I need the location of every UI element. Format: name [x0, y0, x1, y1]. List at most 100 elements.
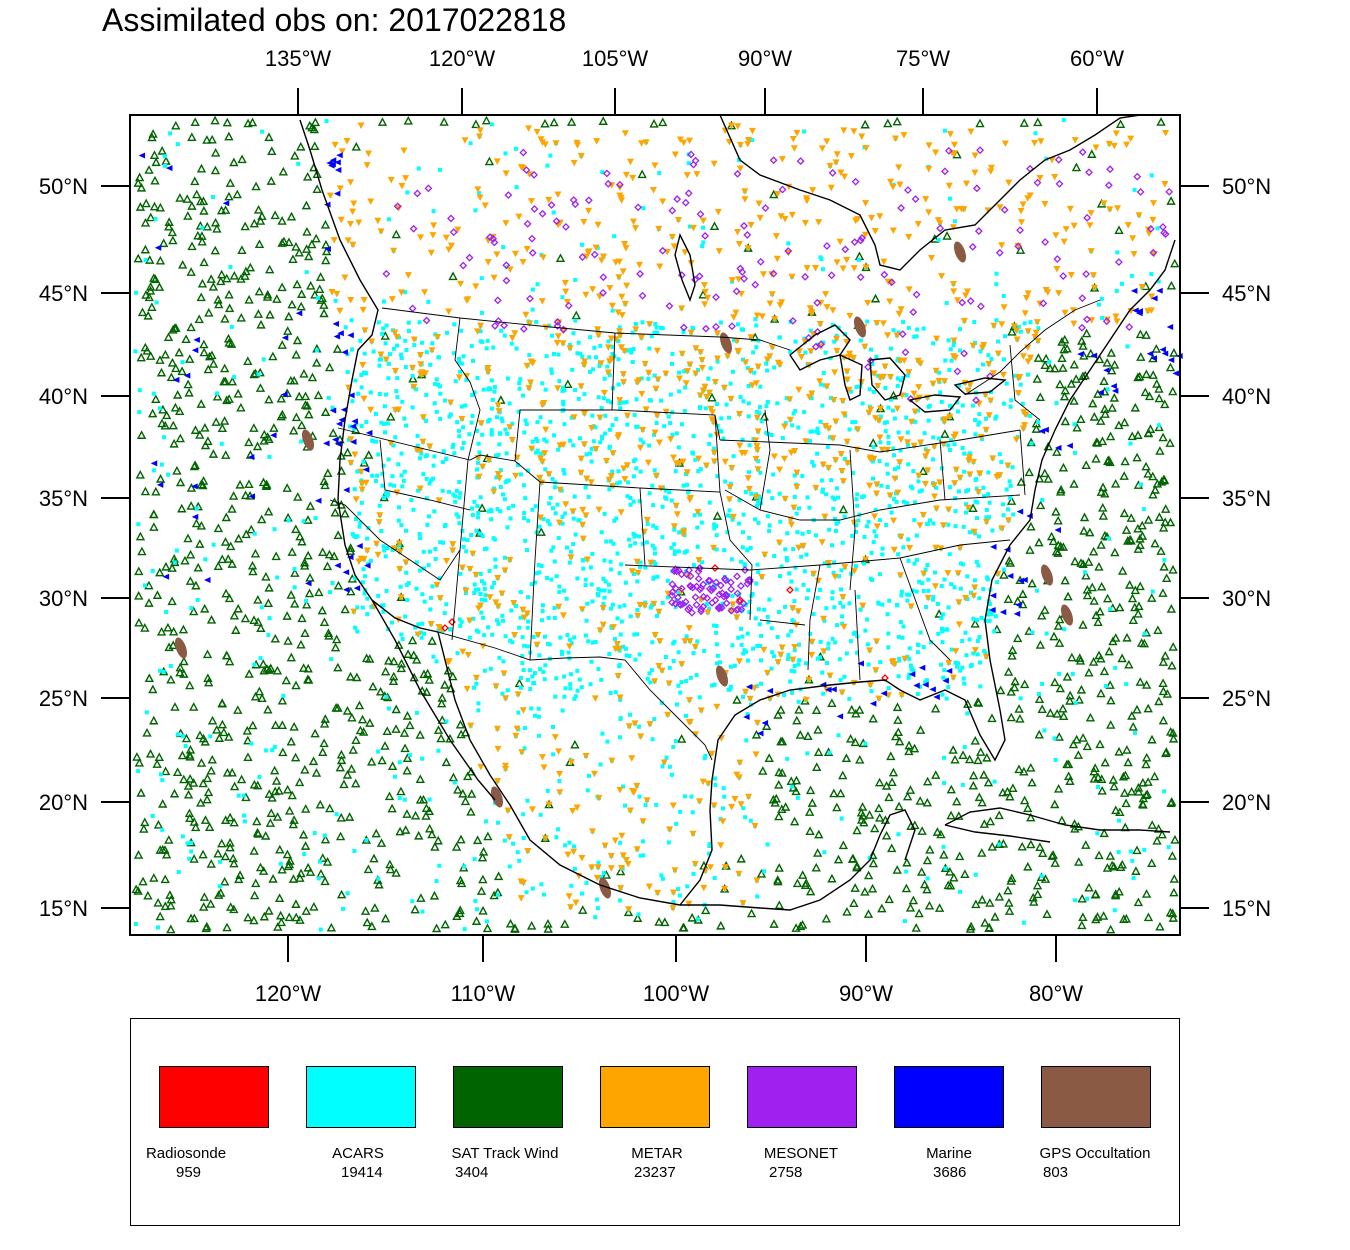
observation-marker — [816, 378, 824, 385]
observation-marker — [1168, 913, 1178, 922]
observation-marker — [990, 322, 998, 330]
observation-marker — [387, 352, 392, 357]
observation-marker — [371, 828, 381, 838]
observation-marker — [521, 516, 526, 521]
observation-marker — [481, 615, 486, 620]
observation-marker — [613, 640, 621, 648]
observation-marker — [895, 736, 905, 746]
observation-marker — [853, 530, 858, 535]
observation-marker — [829, 478, 834, 483]
observation-marker — [650, 640, 655, 645]
observation-marker — [709, 221, 720, 231]
observation-marker — [459, 328, 464, 333]
observation-marker — [240, 271, 250, 280]
observation-marker — [1127, 308, 1135, 315]
observation-marker — [625, 494, 630, 499]
observation-marker — [815, 656, 820, 661]
observation-marker — [591, 695, 599, 702]
observation-marker — [789, 816, 800, 826]
observation-marker — [384, 588, 389, 593]
observation-marker — [1022, 411, 1030, 419]
observation-marker — [582, 752, 590, 760]
observation-marker — [1143, 703, 1153, 713]
observation-marker — [721, 786, 726, 791]
observation-marker — [288, 874, 299, 883]
observation-marker — [892, 865, 902, 874]
observation-marker — [374, 217, 382, 225]
observation-marker — [596, 395, 601, 400]
observation-marker — [1077, 920, 1087, 930]
observation-marker — [261, 357, 266, 362]
observation-marker — [530, 307, 535, 312]
observation-marker — [483, 593, 488, 598]
observation-marker — [458, 491, 463, 496]
observation-marker — [973, 697, 983, 706]
observation-marker — [937, 436, 942, 441]
observation-marker — [427, 797, 432, 802]
observation-marker — [1019, 353, 1027, 360]
observation-marker — [1044, 631, 1049, 636]
observation-marker — [970, 403, 975, 408]
observation-marker — [414, 710, 419, 715]
observation-marker — [1081, 570, 1091, 580]
observation-marker — [457, 521, 462, 526]
observation-marker — [691, 434, 696, 439]
observation-marker — [906, 537, 911, 542]
observation-marker — [331, 141, 339, 149]
observation-marker — [257, 774, 262, 779]
observation-marker — [713, 703, 721, 711]
observation-marker — [248, 566, 258, 576]
observation-marker — [660, 764, 665, 769]
observation-marker — [650, 600, 658, 608]
observation-marker — [478, 905, 488, 915]
observation-marker — [255, 862, 266, 872]
observation-marker — [469, 533, 474, 538]
observation-marker — [335, 831, 346, 841]
observation-marker — [1128, 615, 1139, 625]
observation-marker — [527, 668, 532, 673]
observation-marker — [270, 210, 280, 220]
observation-marker — [1060, 416, 1071, 426]
observation-marker — [518, 749, 526, 756]
observation-marker — [450, 444, 455, 449]
observation-marker — [556, 352, 561, 357]
observation-marker — [445, 330, 450, 335]
observation-marker — [476, 629, 481, 634]
observation-marker — [1107, 365, 1117, 375]
observation-marker — [330, 237, 338, 244]
observation-marker — [973, 418, 978, 423]
observation-marker — [216, 888, 226, 897]
observation-marker — [841, 753, 852, 763]
observation-marker — [648, 398, 653, 403]
observation-marker — [740, 437, 745, 442]
observation-marker — [572, 899, 580, 907]
observation-marker — [194, 506, 199, 511]
observation-marker — [368, 681, 378, 691]
observation-marker — [568, 682, 573, 687]
observation-marker — [426, 299, 431, 304]
observation-marker — [872, 529, 877, 534]
observation-marker — [241, 529, 251, 539]
observation-marker — [504, 451, 509, 456]
observation-marker — [544, 354, 549, 359]
observation-marker — [983, 416, 988, 421]
observation-marker — [270, 786, 280, 796]
observation-marker — [1100, 404, 1110, 413]
observation-marker — [626, 807, 634, 815]
observation-marker — [747, 470, 752, 475]
observation-marker — [330, 507, 340, 517]
observation-marker — [455, 420, 460, 425]
observation-marker — [838, 678, 843, 683]
observation-marker — [793, 565, 798, 570]
observation-marker — [1126, 513, 1136, 522]
observation-marker — [571, 310, 581, 320]
observation-marker — [1115, 250, 1120, 255]
observation-marker — [189, 840, 194, 845]
observation-marker — [835, 788, 846, 798]
observation-marker — [419, 635, 424, 640]
observation-marker — [707, 441, 712, 446]
observation-marker — [721, 864, 729, 871]
observation-marker — [701, 383, 709, 391]
observation-marker — [1168, 564, 1178, 574]
observation-marker — [399, 728, 410, 737]
